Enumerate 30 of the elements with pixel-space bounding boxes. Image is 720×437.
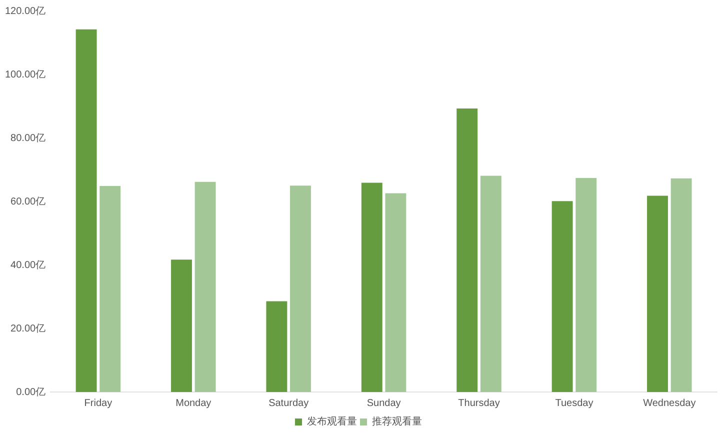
bar (194, 182, 216, 392)
bar (480, 176, 502, 392)
bar (552, 201, 573, 392)
bar (576, 178, 597, 392)
y-tick-label: 120.00亿 (4, 6, 46, 17)
y-tick-label: 40.00亿 (10, 260, 46, 271)
x-tick-label: Saturday (268, 398, 309, 409)
x-tick-label: Wednesday (643, 398, 696, 409)
bar (266, 301, 288, 392)
x-tick-label: Monday (176, 398, 212, 409)
x-tick-label: Tuesday (555, 398, 594, 409)
bar (385, 193, 406, 392)
legend-label: 推荐观看量 (372, 416, 422, 428)
bar (100, 186, 121, 392)
x-tick-label: Sunday (366, 398, 401, 409)
x-tick-label: Thursday (458, 398, 500, 409)
bar (647, 196, 668, 392)
y-tick-label: 20.00亿 (10, 323, 46, 334)
bar (361, 182, 382, 392)
bar (76, 29, 97, 392)
y-tick-label: 80.00亿 (10, 132, 46, 144)
legend-label: 发布观看量 (307, 416, 357, 428)
x-tick-label: Friday (84, 398, 112, 409)
bar (456, 108, 478, 392)
bar (171, 260, 192, 392)
y-tick-label: 0.00亿 (16, 386, 46, 398)
y-tick-label: 100.00亿 (4, 69, 46, 80)
y-tick-label: 60.00亿 (10, 196, 46, 208)
bar (670, 178, 692, 392)
bar (290, 186, 311, 392)
